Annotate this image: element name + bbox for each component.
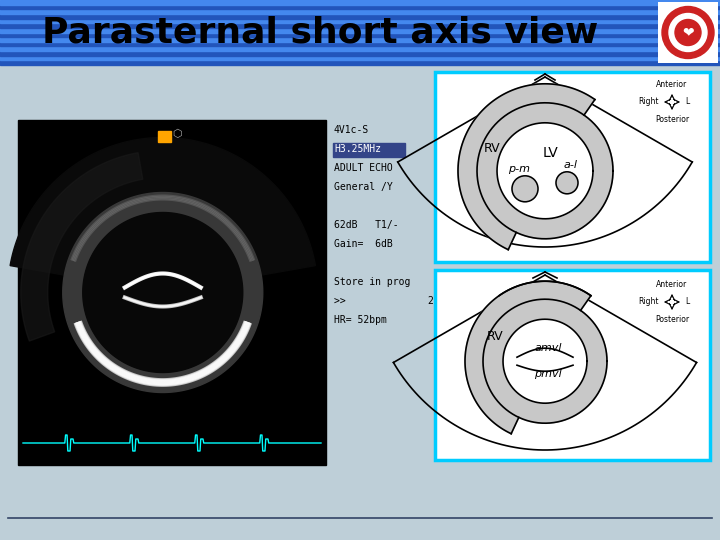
- Text: RV: RV: [484, 143, 500, 156]
- Text: Parasternal short axis view: Parasternal short axis view: [42, 16, 598, 50]
- Text: p-m: p-m: [508, 164, 530, 174]
- Text: Posterior: Posterior: [655, 115, 689, 124]
- Text: Right: Right: [639, 98, 659, 106]
- Text: >>              2: >> 2: [334, 296, 434, 306]
- Text: Store in prog: Store in prog: [334, 277, 410, 287]
- Text: RV: RV: [487, 330, 503, 343]
- Circle shape: [675, 19, 701, 45]
- Bar: [0, 18, 720, 23]
- Bar: [0, 0, 720, 5]
- Bar: [0, 42, 720, 46]
- Bar: [435, 72, 710, 262]
- Text: General /Y: General /Y: [334, 182, 392, 192]
- Text: Posterior: Posterior: [655, 315, 689, 324]
- Text: ADULT ECHO: ADULT ECHO: [334, 163, 392, 173]
- Bar: [18, 120, 326, 465]
- Text: Anterior: Anterior: [657, 280, 688, 289]
- Bar: [0, 60, 720, 65]
- Bar: [0, 14, 720, 18]
- Text: L: L: [685, 298, 689, 307]
- Polygon shape: [458, 84, 595, 249]
- Polygon shape: [497, 123, 593, 219]
- Circle shape: [512, 176, 538, 202]
- Bar: [158, 131, 171, 142]
- Text: a-l: a-l: [564, 160, 578, 170]
- Bar: [0, 9, 720, 14]
- Text: 4V1c-S: 4V1c-S: [334, 125, 369, 135]
- Polygon shape: [465, 281, 591, 434]
- Bar: [658, 2, 718, 63]
- Bar: [0, 5, 720, 9]
- Polygon shape: [477, 103, 613, 239]
- Bar: [333, 143, 405, 157]
- Circle shape: [662, 6, 714, 58]
- Circle shape: [661, 5, 715, 59]
- Bar: [0, 51, 720, 56]
- Text: Anterior: Anterior: [657, 80, 688, 89]
- Text: ❤: ❤: [682, 25, 694, 39]
- Text: L: L: [685, 98, 689, 106]
- Text: Right: Right: [639, 298, 659, 307]
- Bar: [435, 270, 710, 460]
- Bar: [0, 37, 720, 42]
- Text: LV: LV: [542, 146, 558, 160]
- Text: amvl: amvl: [534, 343, 562, 353]
- Text: ⬡: ⬡: [172, 129, 181, 139]
- Text: 62dB   T1/-: 62dB T1/-: [334, 220, 399, 230]
- Polygon shape: [63, 192, 263, 393]
- Text: H3.25MHz: H3.25MHz: [334, 144, 381, 154]
- Text: HR= 52bpm: HR= 52bpm: [334, 315, 387, 325]
- Bar: [0, 56, 720, 60]
- Bar: [0, 46, 720, 51]
- Circle shape: [669, 14, 707, 51]
- Bar: [0, 23, 720, 28]
- Polygon shape: [503, 319, 587, 403]
- Text: pmvl: pmvl: [534, 369, 562, 379]
- Circle shape: [556, 172, 578, 194]
- Text: Gain=  6dB: Gain= 6dB: [334, 239, 392, 249]
- Bar: [0, 28, 720, 32]
- Polygon shape: [10, 138, 315, 293]
- Bar: [0, 32, 720, 37]
- Polygon shape: [21, 153, 143, 341]
- Polygon shape: [483, 299, 607, 423]
- Bar: [0, 65, 720, 540]
- Polygon shape: [83, 213, 243, 373]
